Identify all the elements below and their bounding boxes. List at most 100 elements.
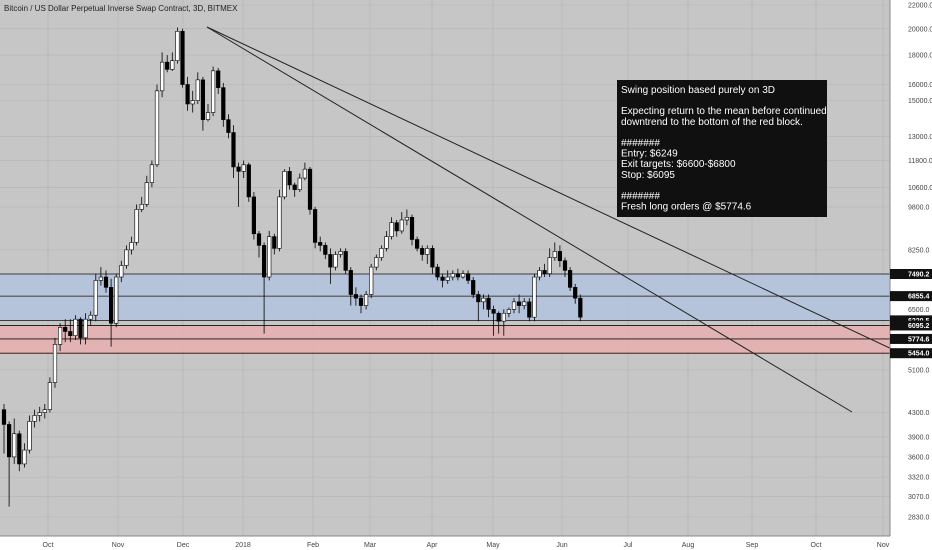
candle-body xyxy=(425,248,430,255)
candle xyxy=(109,278,114,347)
candle xyxy=(496,311,501,334)
candle-body xyxy=(32,415,37,422)
candle xyxy=(17,430,22,472)
annotation-line: Expecting return to the mean before cont… xyxy=(621,106,827,117)
candle-body xyxy=(236,166,241,172)
candle-body xyxy=(323,245,328,255)
candle-body xyxy=(537,270,542,278)
candle xyxy=(501,309,506,336)
candle-body xyxy=(379,248,384,258)
candle-body xyxy=(226,119,231,133)
trendlines xyxy=(206,26,899,413)
candle xyxy=(491,305,496,336)
y-tick-label: 2830.0 xyxy=(908,515,930,522)
candle-body xyxy=(216,70,221,88)
candle xyxy=(578,294,583,322)
candle-body xyxy=(414,239,420,249)
candle xyxy=(88,311,93,326)
candle xyxy=(409,214,415,246)
candle xyxy=(481,294,486,310)
candle-body xyxy=(47,382,52,410)
candle xyxy=(455,268,461,281)
candle xyxy=(363,290,369,310)
candle-body xyxy=(139,204,144,210)
candle-body xyxy=(267,236,272,278)
candle xyxy=(216,67,221,95)
candle-body xyxy=(567,270,573,288)
candle-body xyxy=(312,209,318,243)
candle xyxy=(221,82,226,127)
x-tick-label: Sep xyxy=(746,542,759,549)
candle-body xyxy=(7,424,12,458)
candle xyxy=(460,270,466,279)
x-tick-label: Mar xyxy=(364,542,377,549)
candle xyxy=(328,248,333,284)
level-label: 5774.6 xyxy=(908,336,930,343)
candle-body xyxy=(63,327,68,332)
candle-body xyxy=(185,84,190,105)
candle-body xyxy=(93,280,98,316)
candle xyxy=(333,251,338,271)
y-tick-label: 6500.0 xyxy=(908,307,930,314)
candle xyxy=(542,263,547,278)
candle-body xyxy=(527,301,532,318)
candle-body xyxy=(338,251,343,255)
candle-body xyxy=(287,171,292,186)
candle-body xyxy=(302,168,308,179)
candle xyxy=(471,277,476,299)
candle xyxy=(573,283,578,304)
candle xyxy=(144,175,149,207)
candle xyxy=(236,162,241,207)
candle xyxy=(476,290,481,322)
y-tick-label: 15000.0 xyxy=(908,98,932,105)
candle xyxy=(384,230,389,252)
candle xyxy=(506,307,512,318)
candle xyxy=(195,72,200,104)
chart-title: Bitcoin / US Dollar Perpetual Inverse Sw… xyxy=(4,4,238,13)
candle xyxy=(37,406,42,422)
y-tick-label: 3600.0 xyxy=(908,454,930,461)
candle-body xyxy=(12,433,17,458)
candle xyxy=(170,52,175,71)
candle-body xyxy=(103,276,109,288)
level-label-bg xyxy=(890,315,932,326)
candle xyxy=(527,298,532,322)
x-tick-label: Feb xyxy=(307,542,319,549)
candle xyxy=(537,267,542,281)
candle xyxy=(369,263,374,299)
candle xyxy=(547,248,552,278)
x-tick-label: Apr xyxy=(427,542,439,549)
candle-body xyxy=(175,31,180,62)
candle xyxy=(119,260,124,283)
candle xyxy=(532,273,537,322)
candle xyxy=(552,242,557,261)
candle xyxy=(73,315,78,341)
candle xyxy=(399,212,404,234)
candle-body xyxy=(506,309,512,314)
candle xyxy=(287,166,292,190)
candle xyxy=(83,313,88,345)
candle-body xyxy=(318,242,323,246)
candle xyxy=(7,421,12,507)
candle xyxy=(246,162,251,202)
candle-body xyxy=(389,222,394,237)
candle-body xyxy=(160,61,165,92)
candle-body xyxy=(195,79,200,101)
candle xyxy=(63,319,68,343)
candle xyxy=(1,403,7,454)
candle-body xyxy=(501,312,506,322)
candle xyxy=(307,166,313,215)
candle xyxy=(430,245,435,274)
y-tick-label: 8250.0 xyxy=(908,247,930,254)
candle-body xyxy=(573,287,578,299)
candle xyxy=(516,294,522,314)
candle xyxy=(511,298,517,314)
price-axis: 22000.0 20000.0 18000.0 16000.0 15000.0 13000… xyxy=(908,3,932,522)
candle-body xyxy=(114,276,119,324)
candle xyxy=(277,189,282,252)
candle-body xyxy=(149,164,155,183)
y-tick-label: 13000.0 xyxy=(908,134,932,141)
candle xyxy=(445,270,450,284)
candle-body xyxy=(17,433,22,465)
candle xyxy=(312,206,318,249)
